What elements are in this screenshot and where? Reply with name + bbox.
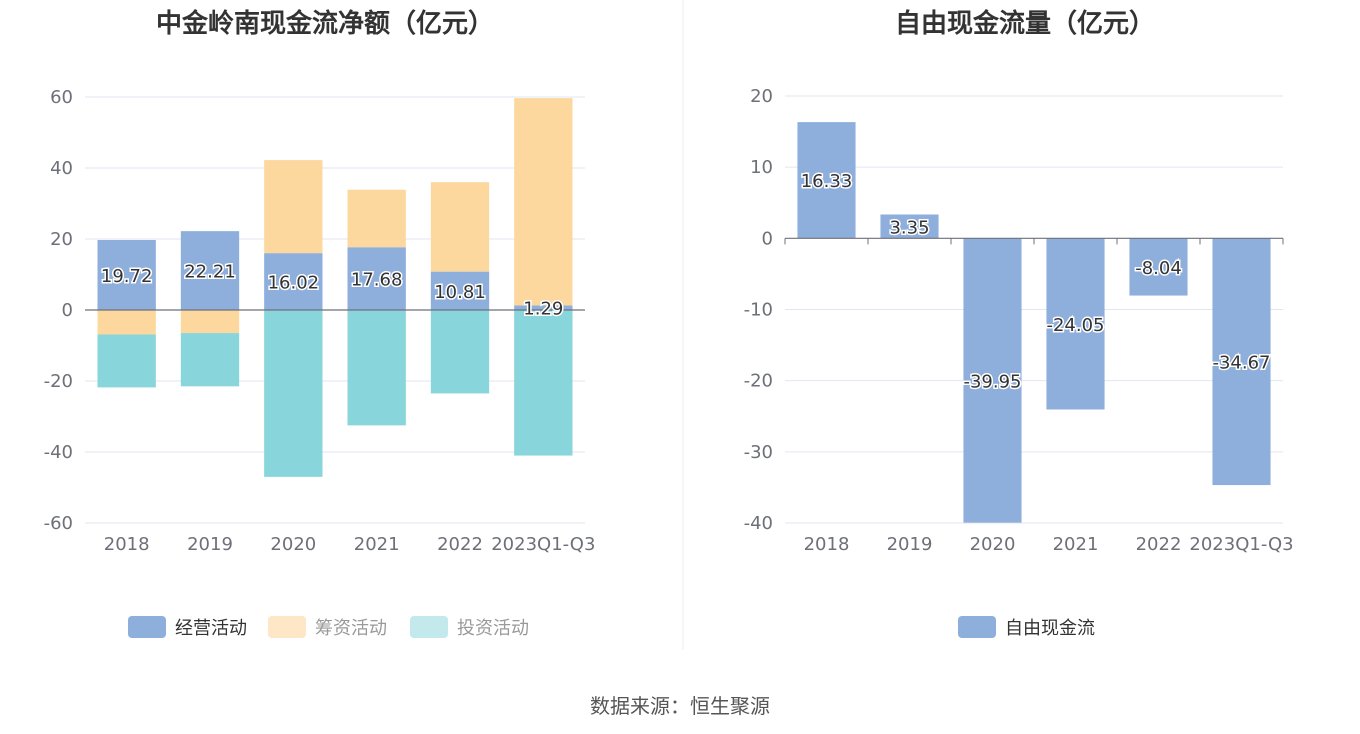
- y-tick-label: -20: [744, 371, 773, 392]
- bar-投资活动: [514, 310, 573, 456]
- y-tick-label: 20: [50, 229, 73, 250]
- data-label: 1.29: [523, 299, 563, 320]
- data-label: -34.67: [1212, 353, 1270, 374]
- x-tick-label: 2021: [1053, 534, 1099, 555]
- x-tick-label: 2023Q1-Q3: [1189, 534, 1293, 555]
- y-tick-label: -60: [44, 513, 73, 534]
- x-tick-label: 2020: [270, 534, 316, 555]
- data-label: 16.33: [801, 171, 853, 192]
- bar-自由现金流: [1129, 238, 1188, 296]
- data-label: 19.72: [101, 266, 153, 287]
- bar-投资活动: [430, 310, 490, 394]
- legend-swatch: [410, 616, 448, 638]
- data-label: -24.05: [1046, 315, 1104, 336]
- legend-swatch: [268, 616, 306, 638]
- bar-自由现金流: [963, 238, 1022, 523]
- y-tick-label: -30: [744, 442, 773, 463]
- bar-自由现金流: [1212, 238, 1271, 486]
- x-tick-label: 2022: [437, 534, 483, 555]
- y-tick-label: -40: [744, 513, 773, 534]
- data-label: 16.02: [268, 273, 320, 294]
- legend-label: 经营活动: [175, 618, 247, 639]
- y-tick-label: 0: [62, 300, 73, 321]
- bar-投资活动: [264, 310, 323, 477]
- bar-筹资活动: [264, 160, 323, 254]
- bar-投资活动: [347, 310, 406, 426]
- bar-筹资活动: [97, 310, 156, 335]
- data-source-note: 数据来源：恒生聚源: [590, 694, 770, 718]
- y-tick-label: 0: [762, 228, 773, 249]
- legend-swatch: [958, 616, 996, 638]
- y-tick-label: -10: [744, 300, 773, 321]
- legend-label: 筹资活动: [315, 618, 387, 639]
- bar-投资活动: [97, 334, 156, 388]
- chart-title: 自由现金流量（亿元）: [895, 8, 1155, 39]
- free-cash-flow-chart: 自由现金流量（亿元） 20 10 0 -10 -20 -30 -40 2018 2019 2020…: [744, 8, 1294, 639]
- data-label: 17.68: [351, 270, 403, 291]
- data-label: 10.81: [434, 282, 486, 303]
- bar-经营活动: [264, 253, 323, 310]
- legend-swatch: [128, 616, 166, 638]
- y-tick-label: 20: [750, 86, 773, 107]
- bar-投资活动: [180, 333, 240, 387]
- bar-经营活动: [97, 239, 156, 310]
- bar-筹资活动: [347, 189, 406, 248]
- x-tick-label: 2023Q1-Q3: [491, 534, 595, 555]
- bar-筹资活动: [514, 98, 573, 306]
- legend-label: 自由现金流: [1005, 618, 1095, 639]
- data-label: -39.95: [963, 371, 1021, 392]
- bar-筹资活动: [430, 182, 490, 272]
- data-label: 3.35: [889, 217, 929, 238]
- bar-筹资活动: [180, 310, 240, 334]
- bar-经营活动: [180, 231, 240, 310]
- bar-经营活动: [514, 305, 573, 310]
- y-tick-label: -40: [44, 442, 73, 463]
- bar-经营活动: [430, 271, 490, 310]
- x-tick-label: 2021: [354, 534, 400, 555]
- data-label: -8.04: [1135, 258, 1182, 279]
- x-tick-label: 2019: [187, 534, 233, 555]
- y-tick-label: 10: [750, 157, 773, 178]
- x-tick-label: 2018: [804, 534, 850, 555]
- y-tick-label: 40: [50, 158, 73, 179]
- data-label: 22.21: [184, 262, 236, 283]
- chart-title: 中金岭南现金流净额（亿元）: [156, 8, 494, 39]
- bar-自由现金流: [797, 122, 856, 239]
- y-tick-label: 60: [50, 87, 73, 108]
- x-tick-label: 2022: [1136, 534, 1182, 555]
- bar-自由现金流: [1046, 238, 1105, 410]
- x-tick-label: 2020: [970, 534, 1016, 555]
- legend-label: 投资活动: [457, 618, 529, 639]
- bar-自由现金流: [880, 214, 939, 239]
- x-tick-label: 2018: [104, 534, 150, 555]
- y-tick-label: -20: [44, 371, 73, 392]
- bar-经营活动: [347, 247, 406, 310]
- cash-flow-net-chart: 中金岭南现金流净额（亿元） 60 40 20 0 -20 -40 -60 2018 2019 20…: [44, 8, 596, 639]
- x-tick-label: 2019: [887, 534, 933, 555]
